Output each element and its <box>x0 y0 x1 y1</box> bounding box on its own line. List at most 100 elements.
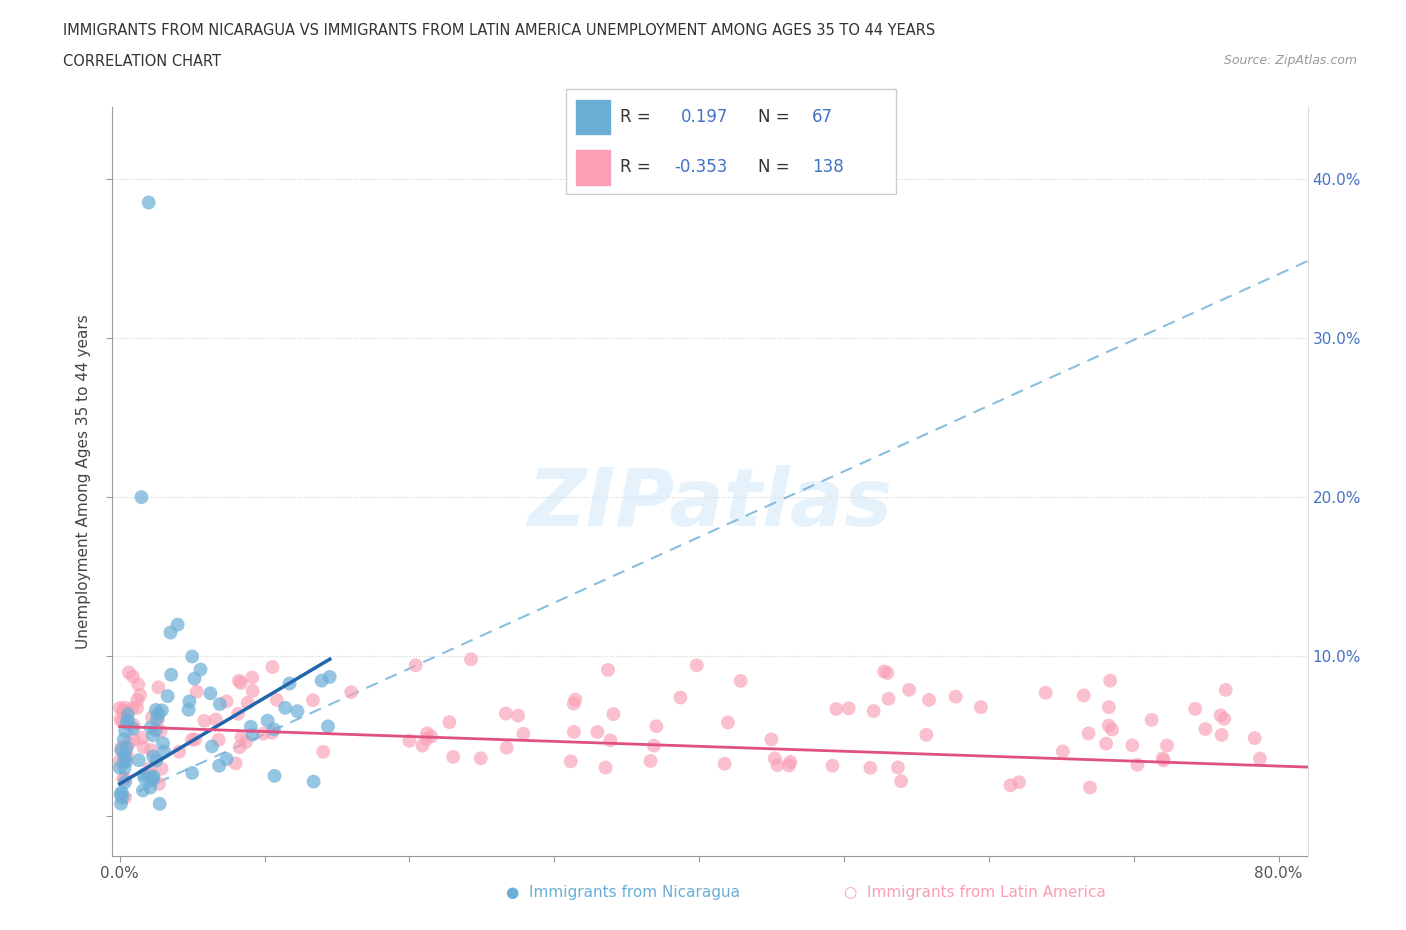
Point <box>152 736 174 751</box>
Point <box>208 733 231 748</box>
Point <box>887 760 910 775</box>
Point <box>108 753 131 768</box>
Point <box>311 673 333 688</box>
Point <box>859 761 882 776</box>
Point <box>838 701 860 716</box>
Point <box>236 696 259 711</box>
Point <box>766 758 789 773</box>
Text: 0.197: 0.197 <box>681 108 728 126</box>
Point <box>1194 722 1216 737</box>
Point <box>416 726 439 741</box>
Y-axis label: Unemployment Among Ages 35 to 44 years: Unemployment Among Ages 35 to 44 years <box>76 314 91 648</box>
Point <box>713 756 735 771</box>
Point <box>150 703 173 718</box>
Point <box>319 670 342 684</box>
Point <box>873 664 896 679</box>
Point <box>586 724 609 739</box>
Text: ZIPatlas: ZIPatlas <box>527 465 893 543</box>
Point <box>118 736 141 751</box>
Point <box>193 713 215 728</box>
Point <box>145 702 167 717</box>
Point <box>562 697 585 711</box>
Point <box>669 690 692 705</box>
Point <box>1215 683 1237 698</box>
Point <box>114 707 136 722</box>
Text: N =: N = <box>758 108 790 126</box>
Point <box>877 691 900 706</box>
Point <box>441 750 464 764</box>
Point <box>115 750 138 764</box>
Point <box>1052 744 1074 759</box>
Point <box>242 684 264 698</box>
Point <box>142 728 165 743</box>
Point <box>340 684 363 699</box>
Point <box>115 715 138 730</box>
Point <box>1073 688 1095 703</box>
Point <box>138 762 160 777</box>
Point <box>142 771 165 786</box>
Point <box>560 754 582 769</box>
Point <box>228 673 250 688</box>
Point <box>183 671 205 686</box>
Point <box>111 785 134 800</box>
Point <box>115 754 138 769</box>
Point <box>411 738 433 753</box>
Point <box>110 743 132 758</box>
Point <box>595 760 617 775</box>
Text: R =: R = <box>620 158 651 177</box>
Point <box>145 723 167 737</box>
Point <box>405 658 427 672</box>
Point <box>1156 738 1178 753</box>
Point <box>415 732 437 747</box>
Point <box>132 739 155 754</box>
Point <box>1101 723 1123 737</box>
Point <box>150 761 173 776</box>
Point <box>599 733 621 748</box>
Point <box>122 721 145 736</box>
Point <box>179 694 201 709</box>
Point <box>190 662 212 677</box>
Text: Source: ZipAtlas.com: Source: ZipAtlas.com <box>1223 54 1357 67</box>
Point <box>1098 699 1121 714</box>
Point <box>263 722 285 737</box>
Text: IMMIGRANTS FROM NICARAGUA VS IMMIGRANTS FROM LATIN AMERICA UNEMPLOYMENT AMONG AG: IMMIGRANTS FROM NICARAGUA VS IMMIGRANTS … <box>63 23 935 38</box>
Point <box>761 732 783 747</box>
Point <box>1099 673 1122 688</box>
Point <box>1152 751 1174 765</box>
Point <box>266 693 288 708</box>
Point <box>1077 726 1099 741</box>
Point <box>145 753 167 768</box>
Point <box>122 732 145 747</box>
Point <box>110 712 132 727</box>
Point <box>118 665 141 680</box>
Point <box>602 707 624 722</box>
Point <box>111 739 134 754</box>
Point <box>1249 751 1271 766</box>
Point <box>645 719 668 734</box>
Point <box>825 701 848 716</box>
Point <box>131 490 153 505</box>
Point <box>141 743 163 758</box>
Point <box>149 724 172 738</box>
Point <box>181 649 204 664</box>
Point <box>862 704 884 719</box>
Point <box>132 783 155 798</box>
Point <box>256 713 278 728</box>
Point <box>918 693 941 708</box>
Text: N =: N = <box>758 158 790 177</box>
Text: CORRELATION CHART: CORRELATION CHART <box>63 54 221 69</box>
Point <box>186 684 208 699</box>
Text: ○  Immigrants from Latin America: ○ Immigrants from Latin America <box>844 885 1105 900</box>
Point <box>779 754 801 769</box>
Point <box>117 707 139 722</box>
Point <box>121 700 143 715</box>
Point <box>302 774 325 789</box>
Point <box>717 715 740 730</box>
Point <box>108 700 131 715</box>
Text: -0.353: -0.353 <box>673 158 727 177</box>
Point <box>114 775 136 790</box>
Point <box>111 714 134 729</box>
Point <box>302 693 325 708</box>
Point <box>263 768 285 783</box>
Point <box>181 765 204 780</box>
